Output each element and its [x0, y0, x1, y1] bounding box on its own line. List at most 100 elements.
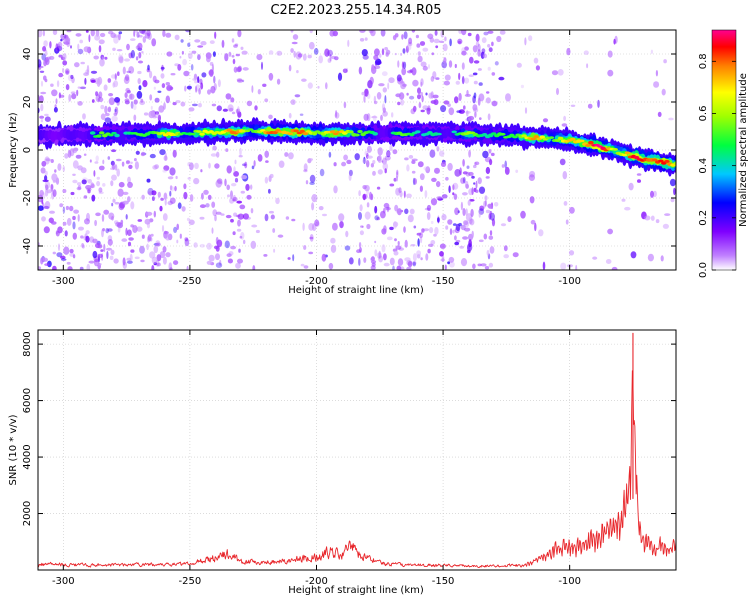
spectrogram-noise-cell	[60, 255, 66, 259]
spectrogram-ridge-cell	[530, 137, 536, 141]
spectrogram-noise-cell	[435, 77, 440, 80]
spectrogram-noise-cell	[408, 37, 413, 45]
spectrogram-noise-cell	[107, 228, 113, 232]
spectrogram-noise-cell	[124, 100, 130, 105]
spectrogram-noise-cell	[162, 246, 167, 253]
spectrogram-noise-cell	[151, 196, 155, 202]
spectrogram-noise-cell	[439, 150, 445, 157]
spectrogram-noise-cell	[200, 169, 203, 173]
spectrogram-noise-cell	[163, 155, 168, 161]
spectrogram-noise-cell	[124, 74, 130, 81]
spectrogram-noise-cell	[481, 48, 486, 54]
spectrogram-noise-cell	[59, 203, 64, 208]
spectrogram-noise-cell	[147, 236, 150, 243]
spectrogram-noise-cell	[662, 223, 670, 229]
spectrogram-noise-cell	[483, 200, 486, 209]
spectrogram-noise-cell	[322, 213, 327, 217]
spectrogram-noise-cell	[159, 149, 166, 156]
spectrogram-noise-cell	[57, 226, 63, 234]
spectrogram-noise-cell	[477, 68, 482, 71]
spectrogram-noise-cell	[100, 113, 106, 120]
spectrogram-noise-cell	[412, 253, 417, 262]
spectrogram-noise-cell	[169, 190, 172, 197]
spectrogram-noise-cell	[570, 104, 576, 108]
spectrogram-noise-cell	[58, 54, 63, 58]
spectrogram-noise-cell	[512, 252, 519, 258]
spectrogram-noise-cell	[542, 118, 549, 123]
spectrogram-noise-cell	[272, 228, 276, 233]
spectrogram-noise-cell	[419, 173, 425, 181]
spectrogram-noise-cell	[370, 260, 377, 264]
spectrogram-noise-cell	[173, 226, 178, 233]
spectrogram-noise-cell	[77, 43, 80, 51]
spectrogram-noise-cell	[234, 159, 237, 165]
spectrogram-noise-cell	[215, 253, 220, 261]
spectrogram-noise-cell	[458, 72, 461, 81]
spectrogram-noise-cell	[308, 223, 315, 231]
spectrogram-noise-cell	[339, 221, 344, 229]
spectrogram-noise-cell	[187, 177, 191, 180]
spectrogram-noise-cell	[86, 212, 90, 222]
spectrogram-noise-cell	[530, 219, 536, 225]
spectrogram-noise-cell	[56, 45, 63, 52]
spectrogram-noise-cell	[409, 95, 415, 100]
spectrogram-noise-cell	[175, 100, 181, 104]
spectrogram-noise-cell	[420, 109, 425, 113]
spectrogram-ridge-cell	[332, 132, 339, 136]
spectrogram-noise-cell	[62, 68, 65, 73]
spectrogram-noise-cell	[421, 95, 424, 103]
spectrogram-noise-cell	[462, 236, 469, 240]
spectrogram-noise-cell	[166, 86, 173, 92]
spectrogram-noise-cell	[278, 160, 285, 168]
spectrogram-noise-cell	[52, 30, 58, 36]
spectrogram-noise-cell	[184, 85, 187, 92]
spectrogram-noise-cell	[388, 77, 395, 84]
spectrogram-noise-cell	[397, 241, 400, 246]
spectrogram-noise-cell	[61, 258, 67, 261]
spectrogram-noise-cell	[234, 177, 239, 183]
spectrogram-noise-cell	[157, 114, 161, 122]
spectrogram-noise-cell	[100, 104, 105, 110]
spectrogram-noise-cell	[214, 163, 220, 169]
spectrogram-noise-cell	[345, 230, 349, 238]
spectrogram-noise-cell	[348, 169, 353, 177]
spectrogram-noise-cell	[475, 33, 480, 42]
x-tick-label: -100	[558, 276, 581, 287]
spectrogram-noise-cell	[321, 253, 327, 262]
spectrogram-noise-cell	[110, 180, 114, 187]
spectrogram-noise-cell	[239, 235, 243, 239]
spectrogram-noise-cell	[72, 215, 76, 221]
snr-y-axis-label: SNR (10 * v/v)	[8, 414, 19, 485]
spectrogram-noise-cell	[66, 217, 72, 226]
spectrogram-noise-cell	[62, 221, 67, 226]
spectrogram-noise-cell	[213, 83, 217, 91]
spectrogram-noise-cell	[155, 111, 160, 115]
spectrogram-noise-cell	[206, 242, 212, 250]
spectrogram-noise-cell	[88, 260, 95, 264]
spectrogram-noise-cell	[425, 166, 431, 174]
spectrogram-noise-cell	[94, 161, 99, 164]
spectrogram-noise-cell	[371, 64, 375, 71]
spectrogram-noise-cell	[462, 159, 465, 167]
spectrogram-noise-cell	[275, 197, 280, 205]
spectrogram-noise-cell	[228, 107, 234, 112]
spectrogram-noise-cell	[447, 219, 453, 225]
spectrogram-noise-cell	[134, 158, 137, 162]
spectrogram-noise-cell	[439, 251, 444, 257]
spectrogram-noise-cell	[374, 249, 378, 257]
spectrogram-noise-cell	[68, 94, 72, 102]
spectrogram-noise-cell	[83, 46, 90, 53]
spectrogram-noise-cell	[650, 190, 654, 198]
spectrogram-ridge-cell	[348, 130, 354, 134]
spectrogram-noise-cell	[404, 239, 408, 248]
spectrogram-noise-cell	[285, 216, 290, 220]
spectrogram-noise-cell	[657, 111, 662, 117]
spectrogram-ridge-cell	[579, 139, 585, 143]
spectrogram-noise-cell	[153, 86, 156, 90]
spectrogram-noise-cell	[354, 153, 360, 161]
spectrogram-noise-cell	[245, 216, 252, 220]
spectrogram-noise-cell	[149, 251, 156, 259]
spectrogram-noise-cell	[88, 34, 91, 43]
spectrogram-noise-cell	[72, 221, 76, 230]
spectrogram-noise-cell	[383, 207, 386, 214]
